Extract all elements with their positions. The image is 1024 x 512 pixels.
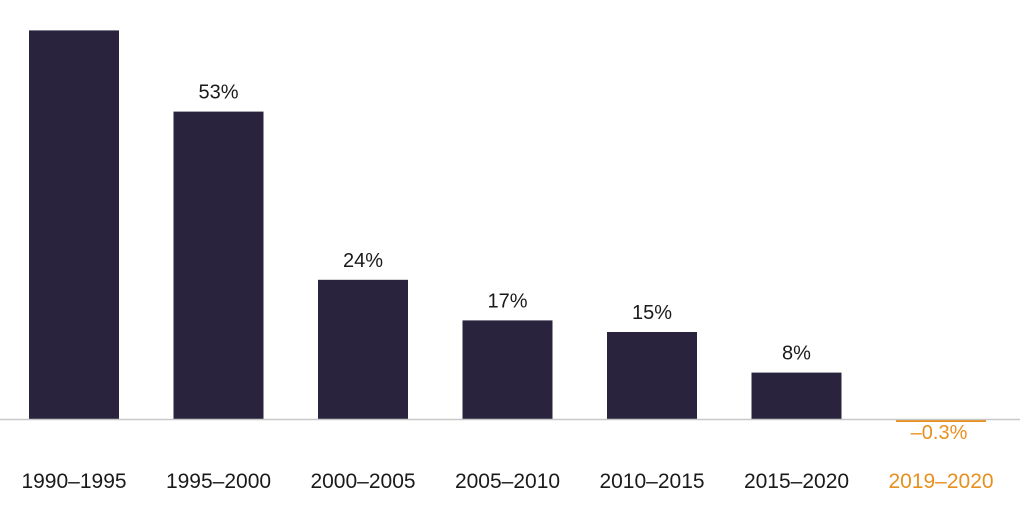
x-tick-label: 1995–2000 xyxy=(166,470,271,493)
bar-2010–2015 xyxy=(607,332,697,419)
x-tick-label: 2019–2020 xyxy=(888,470,993,493)
bar-value-label: –0.3% xyxy=(911,422,968,444)
bar-value-label: 17% xyxy=(487,290,527,312)
x-tick-label: 2010–2015 xyxy=(599,470,704,493)
bar-2019–2020 xyxy=(896,420,986,422)
bar-2000–2005 xyxy=(318,279,408,419)
bar-value-label: 53% xyxy=(198,82,238,104)
x-tick-label: 2005–2010 xyxy=(455,470,560,493)
bar-2005–2010 xyxy=(462,320,553,419)
bar-value-label: 15% xyxy=(632,302,672,324)
x-tick-label: 1990–1995 xyxy=(21,470,126,493)
bars-layer xyxy=(29,30,986,422)
bar-2015–2020 xyxy=(751,372,842,419)
x-tick-label: 2015–2020 xyxy=(744,470,849,493)
bar-1995–2000 xyxy=(173,111,264,419)
bar-value-label: 24% xyxy=(343,250,383,272)
bar-1990–1995 xyxy=(29,30,119,420)
bar-value-label: 8% xyxy=(782,343,811,365)
labels-layer: 1990–1995 53% 1995–2000 24% 2000–2005 17% 2005… xyxy=(21,82,993,493)
x-tick-label: 2000–2005 xyxy=(310,470,415,493)
